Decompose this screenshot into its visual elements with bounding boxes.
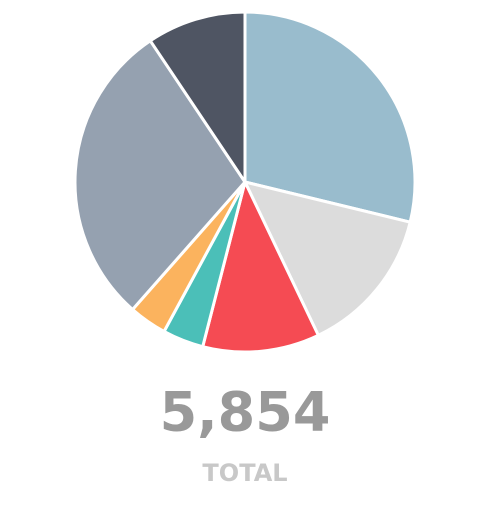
total-value: 5,854: [160, 381, 331, 444]
pie-slice: [73, 39, 247, 312]
total-label: TOTAL: [202, 459, 287, 487]
pie-slice: [243, 180, 412, 337]
pie-slice: [243, 10, 417, 224]
pie-slice: [148, 10, 247, 184]
pie: [73, 10, 417, 354]
pie-slice: [201, 180, 320, 354]
